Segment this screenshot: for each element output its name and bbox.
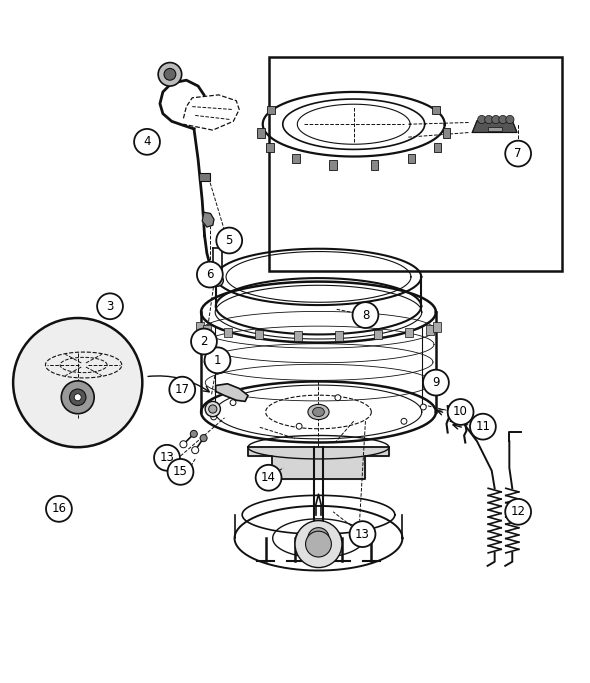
Circle shape bbox=[197, 262, 223, 288]
Circle shape bbox=[448, 399, 474, 425]
Bar bbox=[266, 143, 274, 152]
Bar bbox=[196, 322, 204, 331]
Circle shape bbox=[295, 520, 342, 568]
Circle shape bbox=[484, 115, 493, 124]
Circle shape bbox=[70, 389, 86, 406]
Circle shape bbox=[169, 377, 195, 402]
Circle shape bbox=[335, 395, 341, 401]
Bar bbox=[267, 107, 274, 114]
Circle shape bbox=[505, 141, 531, 167]
Circle shape bbox=[215, 277, 221, 283]
Ellipse shape bbox=[308, 404, 329, 419]
Bar bbox=[434, 143, 441, 152]
Text: 3: 3 bbox=[106, 300, 114, 313]
Text: 15: 15 bbox=[173, 465, 188, 478]
Circle shape bbox=[200, 434, 207, 442]
Circle shape bbox=[296, 423, 302, 429]
Text: 12: 12 bbox=[510, 505, 526, 518]
Text: 6: 6 bbox=[206, 268, 214, 281]
Bar bbox=[203, 325, 211, 335]
Circle shape bbox=[61, 381, 94, 414]
Polygon shape bbox=[248, 447, 389, 479]
Bar bbox=[329, 161, 337, 170]
Bar bbox=[442, 128, 450, 138]
Circle shape bbox=[306, 531, 332, 557]
Circle shape bbox=[74, 394, 81, 401]
Circle shape bbox=[180, 441, 187, 448]
Text: 14: 14 bbox=[261, 471, 276, 484]
Circle shape bbox=[470, 414, 496, 440]
Bar bbox=[405, 328, 414, 337]
Text: 5: 5 bbox=[225, 234, 233, 247]
Circle shape bbox=[13, 318, 142, 447]
Circle shape bbox=[158, 63, 182, 86]
Text: 7: 7 bbox=[514, 147, 522, 160]
Circle shape bbox=[168, 459, 194, 485]
Circle shape bbox=[191, 329, 217, 354]
Text: 17: 17 bbox=[175, 383, 190, 396]
Bar bbox=[373, 330, 382, 339]
Text: 9: 9 bbox=[432, 376, 440, 389]
Circle shape bbox=[191, 430, 197, 437]
Circle shape bbox=[505, 499, 531, 525]
Circle shape bbox=[134, 129, 160, 155]
Circle shape bbox=[211, 414, 217, 420]
Polygon shape bbox=[473, 121, 517, 133]
Circle shape bbox=[308, 528, 329, 548]
Circle shape bbox=[423, 370, 449, 395]
Circle shape bbox=[97, 293, 123, 319]
Bar bbox=[199, 173, 210, 181]
Text: 2: 2 bbox=[200, 335, 208, 348]
Polygon shape bbox=[202, 212, 214, 227]
Text: 8: 8 bbox=[362, 309, 369, 322]
Circle shape bbox=[217, 227, 242, 253]
Circle shape bbox=[401, 419, 407, 424]
Circle shape bbox=[255, 465, 281, 490]
Circle shape bbox=[164, 68, 176, 80]
Circle shape bbox=[230, 400, 236, 406]
Circle shape bbox=[205, 348, 231, 373]
Circle shape bbox=[353, 302, 378, 328]
Bar bbox=[487, 126, 502, 131]
Circle shape bbox=[499, 115, 507, 124]
Ellipse shape bbox=[313, 407, 324, 417]
Text: 13: 13 bbox=[355, 527, 370, 541]
Circle shape bbox=[506, 115, 514, 124]
Bar bbox=[408, 154, 415, 163]
Circle shape bbox=[421, 404, 426, 410]
Bar bbox=[224, 328, 232, 337]
Bar bbox=[255, 330, 263, 339]
Bar bbox=[294, 331, 302, 341]
Circle shape bbox=[491, 115, 500, 124]
Circle shape bbox=[46, 496, 72, 522]
Circle shape bbox=[478, 115, 486, 124]
Bar bbox=[426, 325, 434, 335]
Bar bbox=[268, 57, 562, 271]
Circle shape bbox=[192, 447, 199, 454]
Text: 10: 10 bbox=[453, 406, 468, 419]
Circle shape bbox=[154, 445, 180, 471]
Bar bbox=[292, 154, 300, 163]
Bar bbox=[433, 322, 441, 331]
Circle shape bbox=[212, 275, 224, 286]
Text: 11: 11 bbox=[476, 420, 490, 433]
Text: 4: 4 bbox=[143, 135, 151, 148]
Text: 13: 13 bbox=[159, 451, 175, 464]
Text: 16: 16 bbox=[51, 503, 67, 516]
Polygon shape bbox=[216, 384, 248, 402]
Circle shape bbox=[205, 402, 221, 417]
Circle shape bbox=[209, 405, 217, 413]
Bar bbox=[335, 331, 343, 341]
Circle shape bbox=[350, 521, 375, 547]
Bar bbox=[371, 161, 378, 170]
Bar bbox=[432, 107, 440, 114]
Bar bbox=[257, 128, 265, 138]
Text: 1: 1 bbox=[214, 354, 221, 367]
